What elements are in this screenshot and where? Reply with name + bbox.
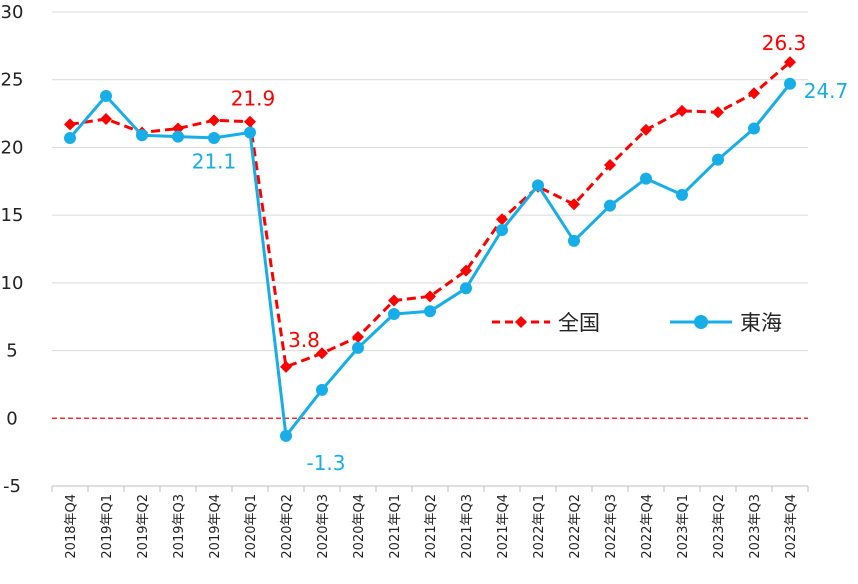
data-point-0 <box>352 331 364 344</box>
y-tick-label: 5 <box>6 341 17 362</box>
y-tick-label: 10 <box>1 273 24 294</box>
data-point-1 <box>460 282 472 295</box>
data-label: 21.1 <box>192 150 237 174</box>
data-point-0 <box>496 213 508 226</box>
x-tick-label: 2019年Q3 <box>172 494 187 559</box>
data-point-1 <box>172 130 184 143</box>
x-tick-label: 2022年Q3 <box>604 494 619 559</box>
x-tick-label: 2019年Q1 <box>100 494 115 559</box>
y-tick-label: 0 <box>6 408 17 429</box>
x-tick-label: 2019年Q2 <box>136 494 151 559</box>
x-tick-label: 2020年Q3 <box>316 494 331 559</box>
data-point-0 <box>604 159 616 172</box>
data-point-1 <box>640 172 652 185</box>
data-point-1 <box>100 89 112 102</box>
data-point-1 <box>532 179 544 192</box>
gridlines <box>52 11 808 487</box>
data-label: 26.3 <box>762 31 807 55</box>
y-tick-label: -5 <box>3 476 21 497</box>
x-tick-label: 2020年Q2 <box>280 494 295 559</box>
axes: 30 25 20 15 10 5 0 -5 2018年Q4 2019年Q1 2019年Q2 2019年… <box>1 2 809 559</box>
data-point-0 <box>460 264 472 277</box>
data-point-1 <box>568 234 580 247</box>
data-point-1 <box>604 199 616 212</box>
data-point-0 <box>712 106 724 119</box>
legend-label-1: 東海 <box>740 311 782 335</box>
y-tick-label: 30 <box>1 2 24 23</box>
data-point-1 <box>784 77 796 90</box>
y-tick-label: 15 <box>1 205 24 226</box>
data-point-0 <box>208 114 220 127</box>
data-point-0 <box>64 118 76 131</box>
legend-marker-0 <box>515 316 527 328</box>
data-point-0 <box>568 198 580 211</box>
legend-label-0: 全国 <box>558 311 600 335</box>
x-tick-label: 2023年Q2 <box>712 494 727 559</box>
data-point-1 <box>388 308 400 321</box>
x-tick-label: 2021年Q1 <box>388 494 403 559</box>
data-labels: 21.9 3.8 26.3 21.1 -1.3 24.7 <box>192 31 849 475</box>
data-point-1 <box>676 188 688 201</box>
x-tick-label: 2021年Q2 <box>424 494 439 559</box>
y-tick-label: 25 <box>1 70 24 91</box>
data-point-0 <box>316 347 328 360</box>
data-point-0 <box>388 294 400 307</box>
data-label: 3.8 <box>288 328 320 352</box>
data-point-1 <box>280 429 292 442</box>
data-point-1 <box>316 383 328 396</box>
y-tick-label: 20 <box>1 137 24 158</box>
x-tick-label: 2021年Q4 <box>496 494 511 559</box>
data-point-1 <box>136 129 148 142</box>
data-label: 21.9 <box>231 87 276 111</box>
x-tick-label: 2022年Q4 <box>640 494 655 559</box>
data-point-1 <box>748 122 760 135</box>
x-tick-label: 2023年Q4 <box>784 494 799 559</box>
data-point-1 <box>244 126 256 139</box>
data-point-1 <box>712 153 724 166</box>
data-point-1 <box>208 131 220 144</box>
x-tick-label: 2019年Q4 <box>208 494 223 559</box>
data-label: -1.3 <box>306 451 345 475</box>
x-tick-label: 2020年Q4 <box>352 494 367 559</box>
legend: 全国 東海 <box>492 311 782 335</box>
data-point-1 <box>352 341 364 354</box>
x-tick-label: 2023年Q1 <box>676 494 691 559</box>
data-point-0 <box>100 112 112 125</box>
x-tick-label: 2023年Q3 <box>748 494 763 559</box>
data-point-0 <box>424 290 436 303</box>
data-point-1 <box>496 224 508 237</box>
data-point-0 <box>748 87 760 100</box>
x-tick-label: 2021年Q3 <box>460 494 475 559</box>
series <box>64 56 796 442</box>
data-point-0 <box>784 56 796 69</box>
data-point-1 <box>64 131 76 144</box>
data-point-0 <box>244 115 256 128</box>
x-tick-label: 2022年Q2 <box>568 494 583 559</box>
x-tick-label: 2022年Q1 <box>532 494 547 559</box>
x-tick-label: 2018年Q4 <box>64 494 79 559</box>
data-label: 24.7 <box>804 79 849 103</box>
x-tick-label: 2020年Q1 <box>244 494 259 559</box>
legend-marker-1 <box>694 315 708 329</box>
data-point-0 <box>676 104 688 117</box>
data-point-0 <box>640 123 652 136</box>
data-point-1 <box>424 305 436 318</box>
data-point-0 <box>280 360 292 373</box>
